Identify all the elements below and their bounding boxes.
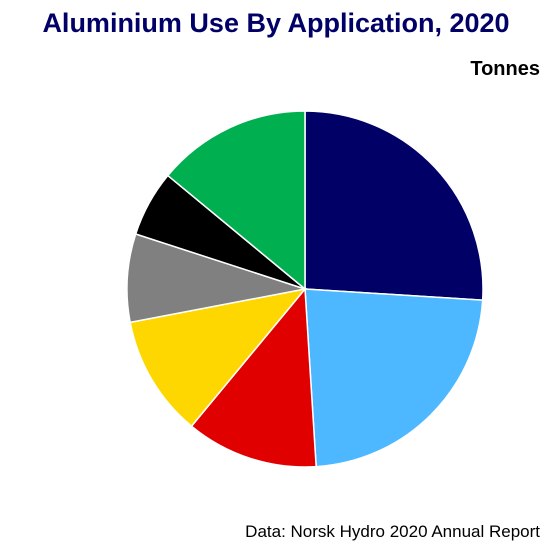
pie-slice	[304, 288, 484, 468]
chart-title: Aluminium Use By Application, 2020	[42, 8, 510, 38]
pie-slice	[129, 287, 307, 428]
pie-slice	[304, 110, 484, 301]
pie-slice	[166, 110, 306, 291]
pie-slice	[190, 287, 317, 468]
subtitle: Tonnes	[470, 58, 540, 80]
source: Data: Norsk Hydro 2020 Annual Report	[245, 522, 540, 541]
pie-slice	[126, 233, 306, 324]
